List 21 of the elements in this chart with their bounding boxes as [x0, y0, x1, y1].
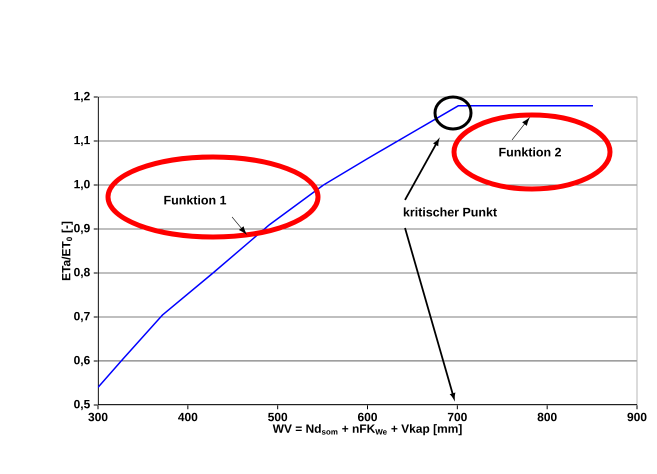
x-tick-label: 300: [88, 412, 108, 422]
annotation: kritischer Punkt: [404, 207, 497, 217]
x-tick-label: 400: [178, 412, 198, 422]
y-tick-label: 1,2: [74, 92, 90, 102]
y-tick-label: 0,7: [74, 312, 90, 322]
x-tick-label: 600: [358, 412, 377, 422]
y-tick-label: 0,5: [74, 400, 90, 410]
x-tick-label: 800: [538, 412, 557, 422]
y-tick-label: 0,6: [74, 356, 90, 366]
annotation: Funktion 2: [499, 147, 561, 157]
x-tick-label: 700: [448, 412, 467, 422]
y-tick-label: 0,9: [74, 224, 90, 234]
x-tick-label: 500: [268, 412, 288, 422]
y-tick-label: 1,0: [74, 180, 90, 190]
x-axis-title: WV = Nd$_{som}$ + nFK$_{We}$ + Vkap [mm]: [272, 424, 462, 436]
y-axis-title: ETa/ET$_{0}$ [-]: [62, 222, 73, 280]
y-tick-label: 1,1: [74, 136, 90, 146]
y-tick-label: 0,8: [74, 268, 90, 278]
x-tick-label: 900: [627, 412, 646, 422]
annotation: Funktion 1: [164, 195, 226, 205]
line-series: [98, 105, 594, 388]
